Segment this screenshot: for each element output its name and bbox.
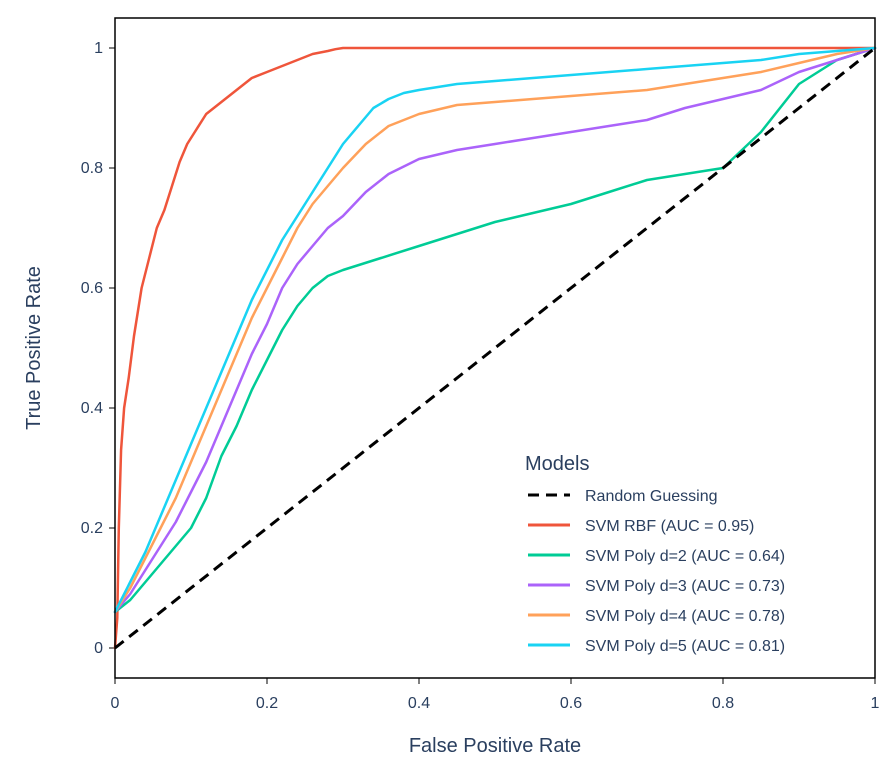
x-tick-label: 0.2 [256, 695, 278, 712]
series-line-svm-rbf-auc-0-95 [113, 46, 877, 650]
x-tick-label: 0.6 [560, 695, 582, 712]
legend-items: Random Guessing SVM RBF (AUC = 0.95) SVM P… [528, 488, 785, 655]
y-tick-label: 0.2 [81, 520, 103, 537]
series-line-svm-poly-d-2-auc-0-64 [113, 46, 877, 614]
y-tick-label: 1 [94, 40, 103, 57]
legend-label-svm-rbf-auc-0-95[interactable]: SVM RBF (AUC = 0.95) [585, 518, 754, 535]
series-line-svm-poly-d-4-auc-0-78 [113, 46, 877, 614]
legend-label-svm-poly-d-5-auc-0-81[interactable]: SVM Poly d=5 (AUC = 0.81) [585, 638, 785, 655]
series-line-svm-poly-d-5-auc-0-81 [113, 46, 877, 614]
x-axis-title: False Positive Rate [409, 735, 581, 757]
y-tick-label: 0 [94, 640, 103, 657]
legend-label-random-guessing[interactable]: Random Guessing [585, 488, 718, 505]
legend-label-svm-poly-d-4-auc-0-78[interactable]: SVM Poly d=4 (AUC = 0.78) [585, 608, 785, 625]
y-tick-label: 0.4 [81, 400, 103, 417]
x-tick-label: 0.8 [712, 695, 734, 712]
legend-label-svm-poly-d-3-auc-0-73[interactable]: SVM Poly d=3 (AUC = 0.73) [585, 578, 785, 595]
x-tick-label: 0.4 [408, 695, 430, 712]
series-line-svm-poly-d-3-auc-0-73 [113, 46, 877, 614]
legend-title: Models [525, 453, 589, 475]
legend-label-svm-poly-d-2-auc-0-64[interactable]: SVM Poly d=2 (AUC = 0.64) [585, 548, 785, 565]
x-tick-label: 1 [871, 695, 880, 712]
y-tick-label: 0.6 [81, 280, 103, 297]
axis-ticks: 0 0.2 0.4 0.6 0.8 1 0 0.2 0.4 0.6 0.8 1 [81, 40, 880, 712]
legend: Models Random Guessing SVM RBF (AUC = 0.9… [525, 453, 785, 655]
y-tick-label: 0.8 [81, 160, 103, 177]
series-layer [113, 46, 877, 650]
plot-frame [114, 17, 876, 679]
x-tick-label: 0 [111, 695, 120, 712]
y-axis-title: True Positive Rate [23, 266, 45, 430]
